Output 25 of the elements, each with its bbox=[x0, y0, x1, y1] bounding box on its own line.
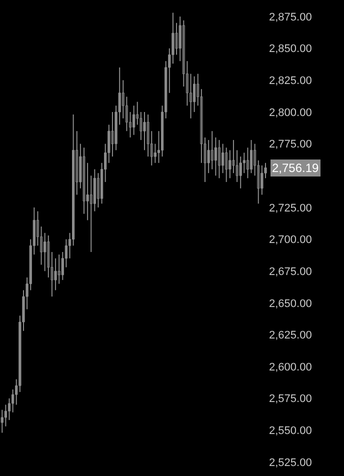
candlestick bbox=[175, 22, 178, 56]
candlestick bbox=[218, 140, 221, 179]
candlestick bbox=[111, 112, 114, 158]
y-tick-label: 2,775.00 bbox=[269, 138, 312, 151]
candlestick bbox=[58, 254, 60, 284]
y-tick-label: 2,800.00 bbox=[269, 106, 312, 119]
candlestick bbox=[189, 73, 192, 119]
candlestick bbox=[246, 147, 250, 179]
text: 2,756.19 bbox=[272, 161, 320, 175]
y-tick-label: 2,600.00 bbox=[269, 361, 312, 374]
y-tick-label: 2,675.00 bbox=[269, 266, 312, 278]
y-tick-label: 2,550.00 bbox=[269, 425, 312, 438]
y-tick-label: 2,650.00 bbox=[269, 298, 312, 310]
candlestick bbox=[96, 172, 100, 208]
y-tick-label: 2,850.00 bbox=[269, 43, 312, 56]
candlestick bbox=[210, 130, 214, 170]
candlestick bbox=[125, 96, 128, 132]
y-tick-label: 2,825.00 bbox=[269, 75, 312, 88]
y-tick-label: 2,575.00 bbox=[269, 393, 312, 406]
y-tick-label: 2,875.00 bbox=[269, 11, 312, 24]
y-tick-label: 2,700.00 bbox=[269, 234, 312, 246]
y-tick-label: 2,625.00 bbox=[269, 330, 312, 342]
y-tick-label: 2,725.00 bbox=[269, 202, 312, 214]
y-tick-label: 2,525.00 bbox=[269, 456, 312, 469]
candlestick bbox=[225, 147, 228, 182]
